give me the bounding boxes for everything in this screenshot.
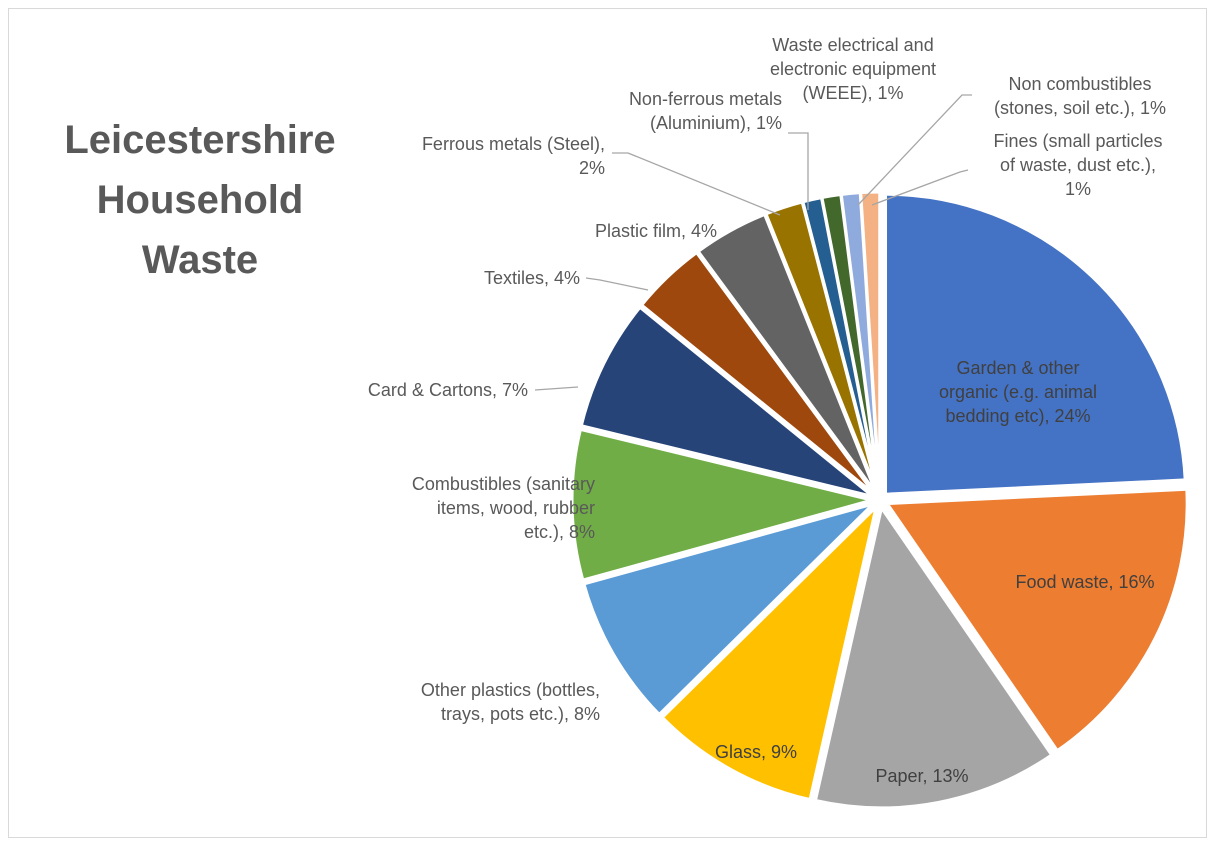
chart-title-line-3: Waste bbox=[141, 238, 259, 282]
slice-label-5: Combustibles (sanitary items, wood, rubbe… bbox=[412, 474, 595, 542]
slice-label-6: Card & Cartons, 7% bbox=[368, 380, 528, 400]
slice-label-line: Plastic film, 4% bbox=[595, 221, 717, 241]
slice-label-11: Waste electrical and electronic equipment… bbox=[770, 35, 936, 103]
pie-slice-6 bbox=[579, 305, 874, 498]
leader-line-12 bbox=[857, 94, 972, 206]
slice-label-line: bedding etc), 24% bbox=[945, 406, 1090, 426]
slice-label-line: Fines (small particles bbox=[993, 131, 1162, 151]
slice-label-0: Garden & other organic (e.g. animal beddin… bbox=[939, 358, 1097, 426]
slice-label-line: of waste, dust etc.), bbox=[1000, 155, 1156, 175]
slice-label-line: electronic equipment bbox=[770, 59, 936, 79]
slice-label-2: Paper, 13% bbox=[875, 766, 968, 786]
slice-label-1: Food waste, 16% bbox=[1015, 572, 1154, 592]
slice-label-7: Textiles, 4% bbox=[484, 268, 580, 288]
pie-slice-8 bbox=[696, 212, 878, 494]
pie-slice-5 bbox=[570, 427, 878, 582]
pie-slice-4 bbox=[582, 501, 879, 717]
leader-line-9 bbox=[612, 152, 781, 216]
slice-label-line: organic (e.g. animal bbox=[939, 382, 1097, 402]
slice-label-line: 1% bbox=[1065, 179, 1091, 199]
slice-label-line: Card & Cartons, 7% bbox=[368, 380, 528, 400]
slice-label-10: Non-ferrous metals (Aluminium), 1% bbox=[629, 89, 782, 133]
slice-label-8: Plastic film, 4% bbox=[595, 221, 717, 241]
slice-label-line: Food waste, 16% bbox=[1015, 572, 1154, 592]
leader-line-6 bbox=[534, 386, 579, 391]
pie-slice-2 bbox=[813, 504, 1054, 810]
slice-label-line: Other plastics (bottles, bbox=[421, 680, 600, 700]
pie-slice-1 bbox=[884, 487, 1189, 753]
slice-label-9: Ferrous metals (Steel), 2% bbox=[422, 134, 605, 178]
leader-line-10 bbox=[788, 132, 809, 210]
chart-title-line-1: Leicestershire bbox=[64, 118, 336, 162]
slice-label-line: Non-ferrous metals bbox=[629, 89, 782, 109]
slice-label-12: Non combustibles (stones, soil etc.), 1% bbox=[994, 74, 1166, 118]
pie-slice-7 bbox=[639, 250, 876, 496]
slice-label-line: (Aluminium), 1% bbox=[650, 113, 782, 133]
slice-label-line: Glass, 9% bbox=[715, 742, 797, 762]
slice-label-line: (WEEE), 1% bbox=[802, 83, 903, 103]
slice-label-line: (stones, soil etc.), 1% bbox=[994, 98, 1166, 118]
leader-line-13 bbox=[871, 169, 969, 206]
slice-label-line: Combustibles (sanitary bbox=[412, 474, 595, 494]
slice-label-line: etc.), 8% bbox=[524, 522, 595, 542]
slice-label-4: Other plastics (bottles, trays, pots etc.… bbox=[421, 680, 600, 724]
pie-slice-3 bbox=[660, 502, 879, 802]
slice-label-3: Glass, 9% bbox=[715, 742, 797, 762]
slice-label-line: Ferrous metals (Steel), bbox=[422, 134, 605, 154]
slice-label-line: Garden & other bbox=[956, 358, 1079, 378]
slice-label-line: items, wood, rubber bbox=[437, 498, 595, 518]
slice-label-line: trays, pots etc.), 8% bbox=[441, 704, 600, 724]
chart-title-line-2: Household bbox=[96, 178, 304, 222]
slice-label-line: Textiles, 4% bbox=[484, 268, 580, 288]
leader-line-7 bbox=[585, 277, 649, 291]
slice-label-13: Fines (small particles of waste, dust etc… bbox=[993, 131, 1162, 199]
slice-label-line: Non combustibles bbox=[1008, 74, 1151, 94]
slice-label-line: Paper, 13% bbox=[875, 766, 968, 786]
slice-label-line: 2% bbox=[579, 158, 605, 178]
pie-slice-0 bbox=[884, 192, 1187, 496]
slice-label-line: Waste electrical and bbox=[772, 35, 933, 55]
